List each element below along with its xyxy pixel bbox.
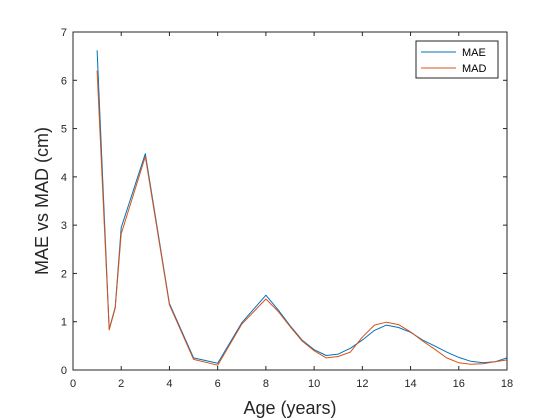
x-tick-label: 8 xyxy=(263,378,269,390)
x-tick-label: 6 xyxy=(215,378,221,390)
legend-label-mae: MAE xyxy=(462,47,486,59)
legend: MAE MAD xyxy=(415,40,499,79)
x-tick-label: 18 xyxy=(501,378,513,390)
y-tick-label: 1 xyxy=(61,317,67,329)
x-axis-label: Age (years) xyxy=(243,398,336,418)
x-tick-label: 4 xyxy=(166,378,172,390)
x-tick-label: 12 xyxy=(356,378,368,390)
y-tick-label: 5 xyxy=(61,124,67,136)
x-tick-label: 16 xyxy=(453,378,465,390)
y-tick-label: 6 xyxy=(61,75,67,87)
y-tick-label: 3 xyxy=(61,220,67,232)
y-tick-label: 7 xyxy=(61,27,67,39)
series-layer xyxy=(96,50,508,366)
y-axis-label: MAE vs MAD (cm) xyxy=(32,127,52,275)
x-tick-label: 2 xyxy=(118,378,124,390)
legend-box xyxy=(415,40,499,79)
y-tick-label: 4 xyxy=(61,172,67,184)
legend-label-mad: MAD xyxy=(462,63,487,75)
y-tick-label: 0 xyxy=(61,365,67,377)
axes-box xyxy=(72,31,508,371)
plot-area xyxy=(73,32,507,370)
y-tick-label: 2 xyxy=(61,268,67,280)
x-tick-label: 10 xyxy=(308,378,320,390)
x-tick-label: 0 xyxy=(70,378,76,390)
x-tick-label: 14 xyxy=(404,378,416,390)
series-line-mad xyxy=(96,70,508,366)
